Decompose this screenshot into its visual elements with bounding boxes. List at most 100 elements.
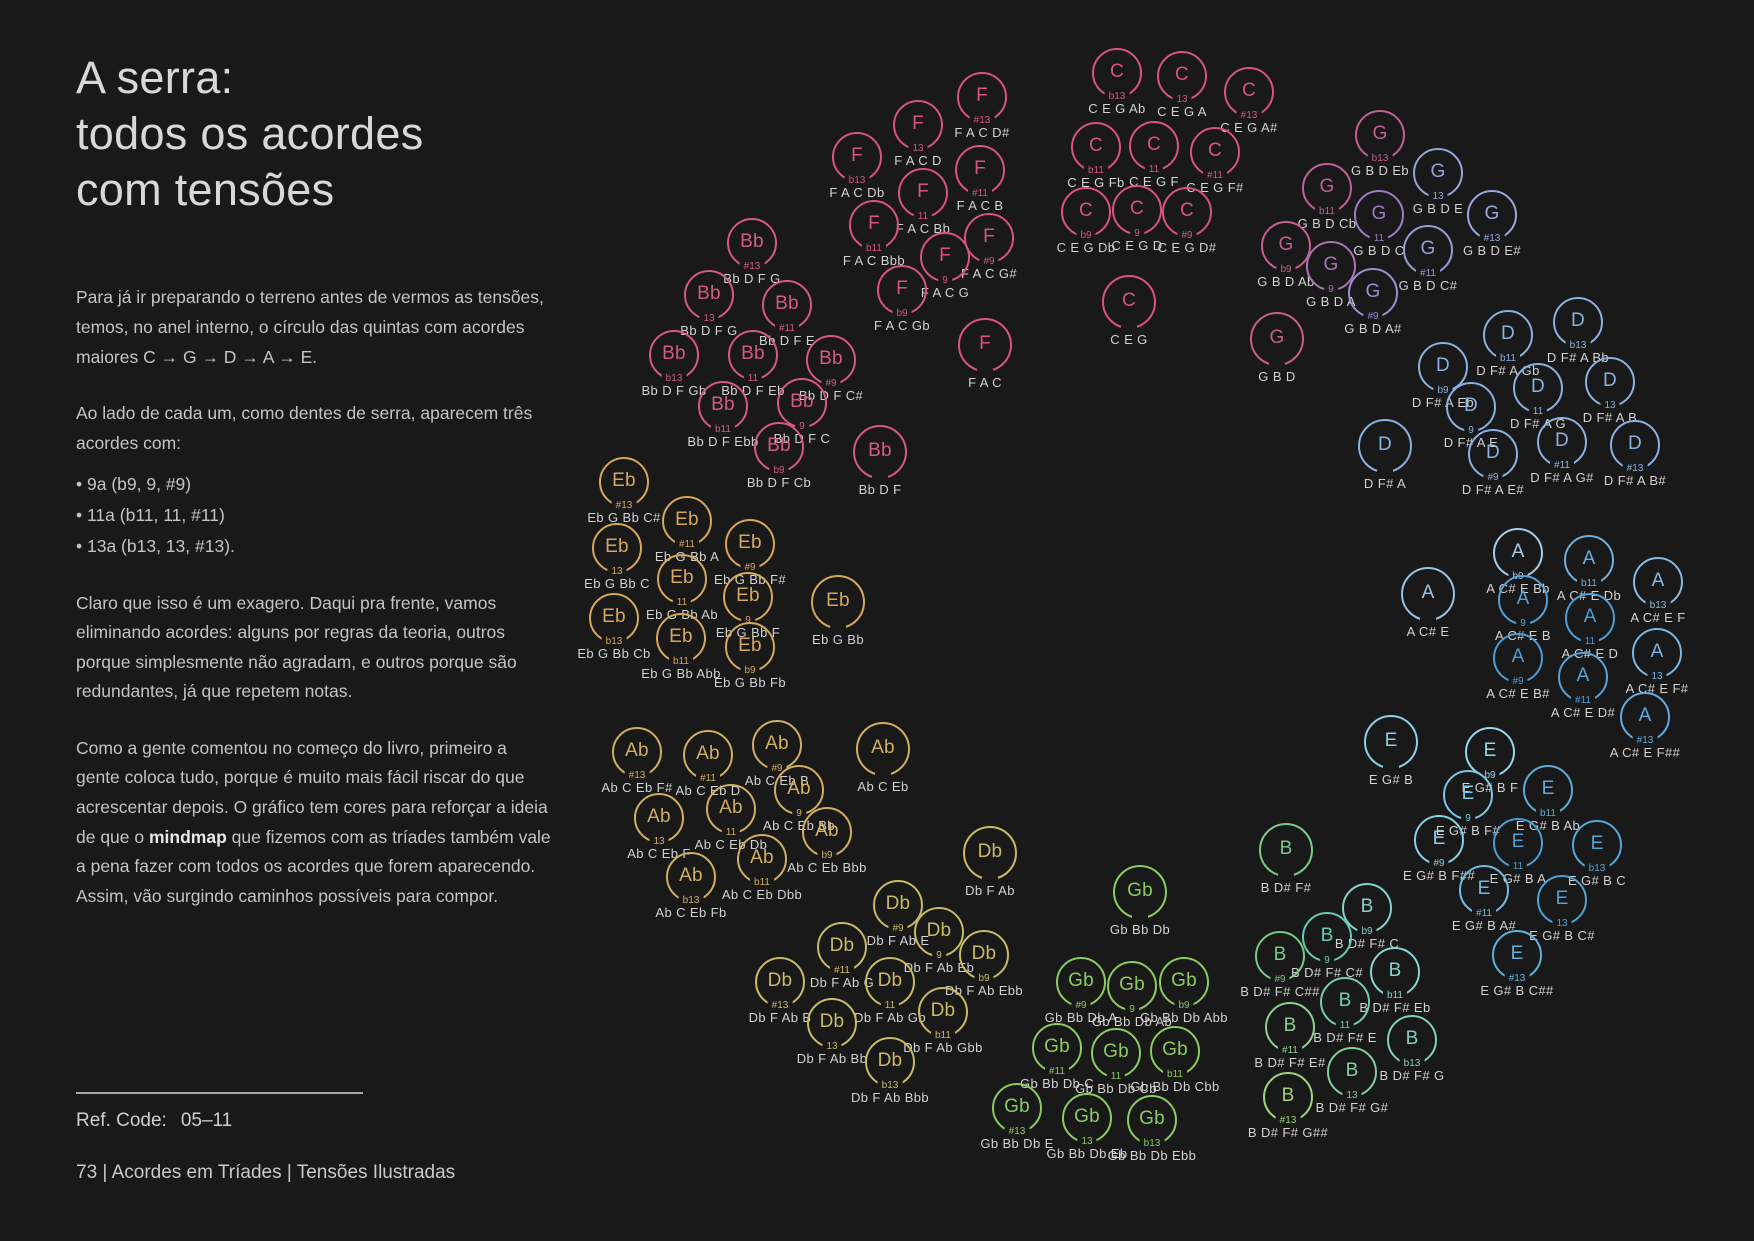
chord-notes: C E G Fb	[1067, 175, 1125, 190]
chord-notes: F A C B	[956, 198, 1004, 213]
chord-ring: D 13	[1585, 357, 1635, 411]
chord-root: D	[1531, 376, 1545, 398]
chord-Ab-#13: Ab #13 Ab C Eb F#	[577, 727, 697, 794]
chord-tension: b11	[750, 877, 774, 888]
chord-ring: Bb 11	[728, 330, 778, 384]
chord-notes: Eb G Bb C#	[587, 510, 661, 525]
chord-E-triad: E E G# B	[1331, 715, 1451, 786]
chord-ring: Eb 9	[723, 572, 773, 626]
chord-tension: #13	[969, 115, 995, 126]
chord-notes: B D# F# Eb	[1359, 1000, 1431, 1015]
chord-Gb-11: Gb 11 Gb Bb Db Cb	[1056, 1028, 1176, 1095]
chord-root: Ab	[750, 847, 774, 869]
chord-root: A	[1583, 606, 1597, 628]
chord-D-triad: D D F# A	[1325, 419, 1445, 490]
chord-notes: F A C Db	[829, 185, 885, 200]
chord-root: Gb	[1119, 974, 1145, 996]
chord-ring: Gb b9	[1159, 957, 1209, 1011]
chord-root: A	[1511, 646, 1525, 668]
chord-root: G	[1372, 123, 1388, 145]
chord-tension: b9	[892, 308, 912, 319]
chord-tension: #11	[1045, 1066, 1069, 1077]
chord-notes: G B D A	[1306, 294, 1356, 309]
chord-ring: Gb #13	[992, 1083, 1042, 1137]
chord-notes: C E G	[1110, 332, 1148, 347]
chord-root: D	[1603, 370, 1617, 392]
bullet-11a: 11a (b11, 11, #11)	[76, 500, 554, 531]
ring-gap	[977, 369, 993, 376]
chord-tension: 9	[1516, 618, 1530, 629]
chord-notes: Ab C Eb Bbb	[787, 860, 867, 875]
chord-tension: 9	[1324, 284, 1338, 295]
chord-root: Db	[819, 1011, 845, 1033]
chord-tension: b11	[862, 243, 886, 254]
chord-notes: Db F Ab Eb	[903, 960, 975, 975]
chord-ring: Gb b13	[1127, 1095, 1177, 1149]
chord-root: Db	[829, 935, 855, 957]
chord-ring: C #11	[1190, 127, 1240, 181]
chord-D-#9: D #9 D F# A E#	[1433, 429, 1553, 496]
chord-Ab-b13: Ab b13 Ab C Eb Fb	[631, 852, 751, 919]
chord-notes: Bb D F	[858, 482, 902, 497]
text-column: A serra: todos os acordes com tensões Para…	[76, 50, 554, 938]
chord-notes: D F# A E#	[1461, 482, 1525, 497]
chord-Gb-#9: Gb #9 Gb Bb Db A	[1021, 957, 1141, 1024]
chord-ring: B	[1259, 823, 1313, 881]
chord-tension: #9	[740, 562, 760, 573]
chord-root: Bb	[775, 293, 799, 315]
ring-gap	[1377, 470, 1393, 477]
chord-notes: G B D Ab	[1257, 274, 1315, 289]
chord-tension: #11	[1472, 908, 1496, 919]
chord-notes: Bb D F G	[680, 323, 738, 338]
ring-gap	[830, 626, 846, 633]
chord-tension: b13	[661, 373, 687, 384]
chord-notes: C E G F	[1129, 174, 1179, 189]
chord-ring: Ab b9	[802, 807, 852, 861]
chord-ring: B #13	[1263, 1072, 1313, 1126]
chord-Db-#11: Db #11 Db F Ab G	[782, 922, 902, 989]
chord-tension: #9	[1363, 311, 1383, 322]
paragraph-exagero: Claro que isso é um exagero. Daqui pra f…	[76, 592, 517, 702]
chord-notes: D F# A B#	[1603, 473, 1667, 488]
chord-root: F	[917, 181, 929, 203]
chord-tension: #11	[1278, 1045, 1302, 1056]
chord-root: Bb	[741, 343, 765, 365]
chord-root: Db	[971, 943, 997, 965]
chord-notes: Gb Bb Db	[1109, 922, 1171, 937]
chord-ring: G #13	[1467, 190, 1517, 244]
chord-root: C	[1175, 64, 1189, 86]
chord-ring: Gb #11	[1032, 1023, 1082, 1077]
chord-root: Ab	[647, 806, 671, 828]
chord-tension: 9	[1461, 813, 1475, 824]
chord-notes: D F# A	[1363, 476, 1407, 491]
chord-tension: 11	[1528, 406, 1548, 417]
chord-notes: Gb Bb Db C	[1019, 1076, 1095, 1091]
chord-ring: E 13	[1537, 875, 1587, 929]
chord-root: G	[1484, 203, 1500, 225]
chord-tension: b11	[1163, 1069, 1187, 1080]
chord-tension: 11	[721, 827, 741, 838]
chord-root: B	[1320, 925, 1334, 947]
chord-notes: Eb G Bb Abb	[641, 666, 721, 681]
chord-tension: b13	[1399, 1058, 1425, 1069]
chord-tension: 9	[741, 615, 755, 626]
chord-ring: Bb b11	[698, 381, 748, 435]
chord-notes: Eb G Bb C	[584, 576, 650, 591]
chord-tension: #9	[767, 763, 787, 774]
chord-tension: b13	[678, 895, 704, 906]
chord-Db-9: Db 9 Db F Ab Eb	[879, 907, 999, 974]
chord-ring: D 11	[1513, 363, 1563, 417]
chord-notes: Gb Bb Db Abb	[1140, 1010, 1228, 1025]
chord-notes: E G# B C	[1567, 873, 1627, 888]
